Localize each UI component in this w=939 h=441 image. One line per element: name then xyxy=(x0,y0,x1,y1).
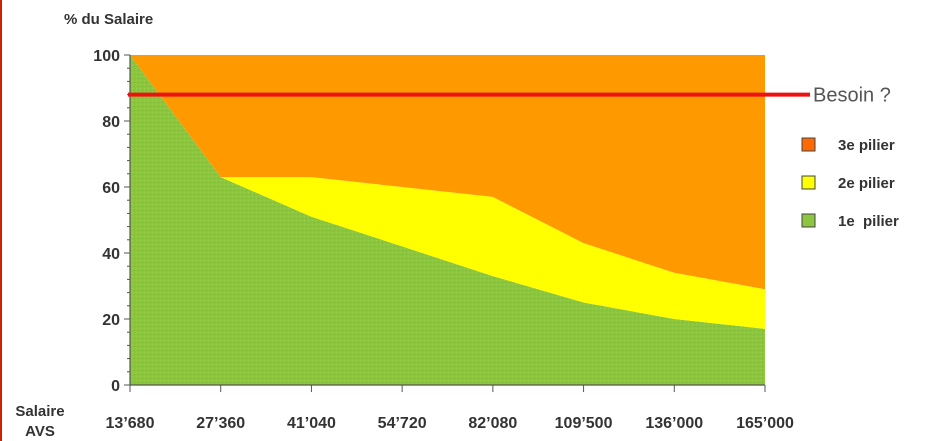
chart-axes: 0 20 40 60 80 100 13’680 27’360 41’040 54’720 82’0… xyxy=(93,48,794,432)
x-axis-title-line-2: AVS xyxy=(25,423,55,440)
x-axis-title-line-1: Salaire xyxy=(15,403,64,420)
left-border-line xyxy=(0,0,2,441)
y-tick-label: 40 xyxy=(102,246,120,263)
chart-legend: 3e pilier 2e pilier 1e pilier xyxy=(801,137,899,230)
chart-areas xyxy=(130,55,765,385)
x-tick-label: 109’500 xyxy=(555,415,613,432)
x-tick-label: 82’080 xyxy=(468,415,517,432)
y-tick-label: 0 xyxy=(111,378,120,395)
x-tick-label: 165’000 xyxy=(736,415,794,432)
besoin-reference-label: Besoin ? xyxy=(813,85,891,107)
legend-label-3e-pilier: 3e pilier xyxy=(838,137,895,154)
legend-label-1e-pilier: 1e pilier xyxy=(838,213,899,230)
y-tick-label: 100 xyxy=(93,48,120,65)
x-tick-label: 136’000 xyxy=(645,415,703,432)
x-tick-label: 54’720 xyxy=(378,415,427,432)
legend-swatch-2e-pilier xyxy=(801,175,816,190)
y-tick-label: 60 xyxy=(102,180,120,197)
y-tick-label: 80 xyxy=(102,114,120,131)
area-3e-pilier xyxy=(130,55,765,290)
x-tick-label: 41’040 xyxy=(287,415,336,432)
x-tick-label: 13’680 xyxy=(106,415,155,432)
legend-swatch-3e-pilier xyxy=(801,137,816,152)
y-tick-label: 20 xyxy=(102,312,120,329)
y-axis-title: % du Salaire xyxy=(64,11,153,28)
reference-line-group: Besoin ? xyxy=(128,85,891,107)
area-1e-pilier xyxy=(130,55,765,385)
legend-label-2e-pilier: 2e pilier xyxy=(838,175,895,192)
x-tick-label: 27’360 xyxy=(196,415,245,432)
legend-swatch-1e-pilier xyxy=(801,213,816,228)
